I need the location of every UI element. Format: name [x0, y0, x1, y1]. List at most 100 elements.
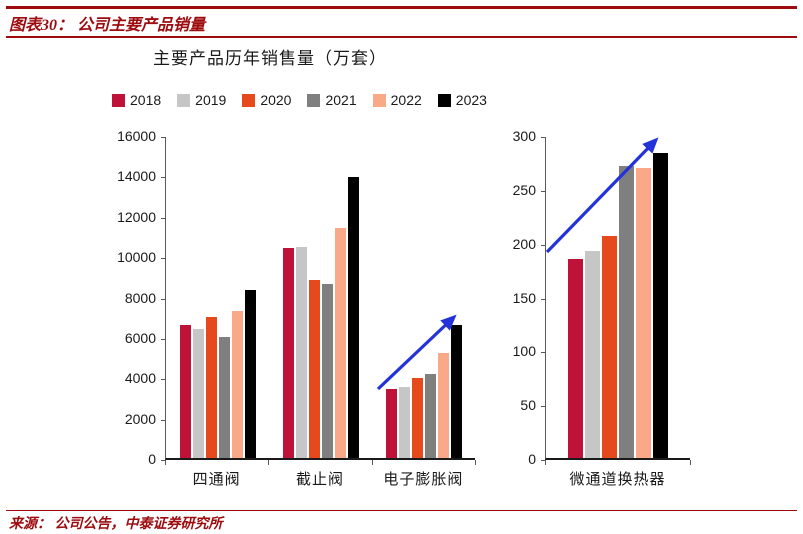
- y-tick-label: 50: [520, 397, 536, 414]
- y-axis: 0 2000 4000 6000 8000 10000 12000 14000 16000: [110, 129, 160, 467]
- plot-area: [165, 137, 475, 460]
- x-tick-mark: [165, 460, 166, 465]
- y-tick-label: 14000: [117, 168, 156, 185]
- legend-item-2020: 2020: [242, 92, 291, 108]
- y-tick-mark: [161, 379, 165, 381]
- y-tick-label: 0: [528, 451, 536, 467]
- right-bar-panel: 0 50 100 150 200 250 300 微通道换热器: [490, 129, 740, 525]
- category-label-电子膨胀阀: 电子膨胀阀: [383, 471, 464, 488]
- bar-电子膨胀阀-2019: [398, 387, 410, 458]
- y-tick-mark: [161, 217, 165, 219]
- x-axis-labels: 四通阀 截止阀 电子膨胀阀: [165, 468, 475, 489]
- y-tick-label: 100: [512, 343, 536, 360]
- y-tick-mark: [541, 352, 545, 354]
- y-tick-mark: [161, 137, 165, 138]
- y-tick-label: 4000: [124, 370, 156, 387]
- y-tick-mark: [541, 298, 545, 300]
- legend-swatch-2021: [307, 93, 321, 107]
- x-axis-labels: 微通道换热器: [545, 468, 690, 489]
- y-tick-label: 10000: [117, 249, 156, 266]
- bar-四通阀-2020: [205, 316, 217, 458]
- y-tick-label: 2000: [124, 410, 156, 427]
- legend-swatch-2018: [112, 93, 125, 107]
- y-tick-mark: [161, 419, 165, 421]
- legend-label: 2018: [130, 92, 162, 108]
- legend-swatch-2019: [177, 93, 191, 107]
- y-tick-mark: [541, 406, 545, 408]
- legend-label: 2019: [195, 92, 227, 108]
- bar-四通阀-2023: [244, 290, 256, 458]
- chart-title: 主要产品历年销售量（万套）: [153, 49, 387, 68]
- bar-group-四通阀: [179, 290, 256, 458]
- y-tick-mark: [161, 258, 165, 260]
- plot-area: [545, 137, 690, 460]
- bar-电子膨胀阀-2022: [437, 353, 449, 458]
- x-tick-mark: [268, 460, 270, 465]
- legend-item-2022: 2022: [372, 92, 422, 108]
- y-tick-label: 12000: [117, 208, 156, 225]
- y-tick-label: 16000: [117, 128, 156, 144]
- y-tick-mark: [161, 460, 165, 461]
- x-tick-mark: [371, 460, 373, 465]
- bar-电子膨胀阀-2018: [385, 389, 397, 458]
- bar-电子膨胀阀-2020: [411, 378, 423, 458]
- bar-group-电子膨胀阀: [385, 324, 462, 458]
- y-tick-label: 6000: [124, 329, 156, 346]
- y-tick-mark: [161, 338, 165, 340]
- y-axis: 0 50 100 150 200 250 300: [490, 129, 540, 467]
- bar-微通道换热器-2018: [568, 258, 583, 458]
- bar-截止阀-2019: [295, 247, 307, 458]
- category-label-微通道换热器: 微通道换热器: [569, 471, 666, 488]
- chart-legend: 2018 2019 2020 2021 2022 2023: [112, 92, 487, 108]
- bar-微通道换热器-2022: [636, 168, 651, 458]
- bar-截止阀-2023: [347, 177, 359, 458]
- bar-四通阀-2019: [192, 328, 204, 458]
- y-tick-label: 8000: [124, 289, 156, 306]
- bar-截止阀-2020: [308, 280, 320, 458]
- x-tick-mark: [690, 460, 691, 465]
- bar-电子膨胀阀-2021: [424, 374, 436, 458]
- legend-label: 2022: [390, 92, 422, 108]
- y-tick-mark: [541, 190, 545, 192]
- legend-label: 2021: [325, 92, 357, 108]
- left-bar-panel: 0 2000 4000 6000 8000 10000 12000 14000 16000 四通阀…: [110, 129, 490, 525]
- bar-四通阀-2018: [179, 324, 191, 458]
- header-divider: [6, 36, 797, 38]
- y-tick-mark: [161, 177, 165, 179]
- bar-四通阀-2022: [231, 310, 243, 458]
- y-tick-label: 0: [148, 451, 156, 467]
- y-tick-label: 200: [512, 235, 536, 252]
- bar-截止阀-2018: [282, 248, 294, 458]
- legend-label: 2023: [455, 92, 487, 108]
- y-tick-label: 150: [512, 289, 536, 306]
- category-label-四通阀: 四通阀: [192, 471, 241, 488]
- bar-group-截止阀: [282, 177, 359, 458]
- figure-title: 图表30： 公司主要产品销量: [9, 17, 206, 34]
- y-tick-label: 300: [512, 128, 536, 144]
- legend-swatch-2022: [372, 93, 386, 107]
- bar-电子膨胀阀-2023: [450, 324, 462, 458]
- bar-截止阀-2022: [334, 227, 346, 458]
- legend-swatch-2023: [437, 93, 451, 107]
- legend-item-2023: 2023: [437, 92, 487, 108]
- top-divider: [6, 6, 797, 9]
- y-tick-mark: [541, 244, 545, 246]
- bar-微通道换热器-2019: [585, 251, 600, 458]
- bar-微通道换热器-2023: [653, 153, 668, 458]
- legend-item-2021: 2021: [307, 92, 357, 108]
- figure-source: 来源： 公司公告，中泰证券研究所: [9, 517, 223, 532]
- y-tick-mark: [161, 298, 165, 300]
- bar-四通阀-2021: [218, 336, 230, 458]
- legend-label: 2020: [260, 92, 292, 108]
- footer-divider: [6, 510, 797, 511]
- bar-group-微通道换热器: [568, 153, 668, 458]
- legend-item-2018: 2018: [112, 92, 161, 108]
- y-tick-mark: [541, 460, 545, 461]
- bar-微通道换热器-2020: [602, 236, 617, 458]
- x-tick-mark: [475, 460, 476, 465]
- category-label-截止阀: 截止阀: [295, 471, 344, 488]
- bar-微通道换热器-2021: [619, 166, 634, 458]
- y-tick-mark: [541, 137, 545, 138]
- legend-item-2019: 2019: [177, 92, 226, 108]
